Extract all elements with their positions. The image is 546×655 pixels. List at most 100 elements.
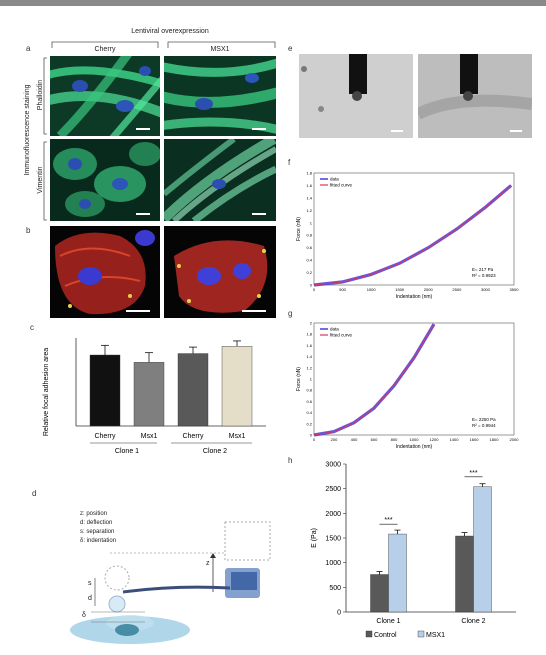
x-tick-label: 500 [339, 287, 346, 292]
scale-bar [242, 310, 266, 312]
x-tick-label: 1400 [450, 437, 460, 442]
micrograph-phalloidin-cherry [50, 56, 160, 136]
scale-bar [252, 128, 266, 130]
micrograph-vimentin-msx1 [164, 139, 276, 221]
legend-position: z: position [80, 511, 108, 517]
panel-label-f: f [288, 158, 291, 167]
x-tick-label: 3500 [510, 287, 520, 292]
x-tick-label: 400 [351, 437, 358, 442]
panel-label-g: g [288, 309, 293, 318]
stat-r-squared: R² = 0.9923 [472, 273, 496, 278]
micrograph-afm-cantilever-right [418, 54, 532, 138]
y-tick-label: 0.8 [306, 233, 312, 238]
y-tick-label: 0.6 [306, 245, 312, 250]
x-tick-label: 2500 [452, 287, 462, 292]
micrograph-afm-cantilever-left [299, 54, 413, 138]
y-tick-label: 1.4 [306, 195, 312, 200]
x-tick-label: Clone 1 [376, 618, 400, 625]
y-tick-label: 1.6 [306, 183, 312, 188]
legend-separation: s: separation [80, 529, 115, 535]
group-label: Clone 1 [115, 448, 139, 455]
legend-deflection: d: deflection [80, 520, 113, 526]
bar [89, 354, 121, 427]
y-tick-label: 1.6 [306, 343, 312, 348]
panel-label-h: h [288, 456, 293, 465]
chart-elastic-modulus: 0 500 1000 1500 2000 2500 3000 E (Pa) *** Clone 1… [311, 462, 516, 639]
legend-label: Control [374, 632, 397, 639]
label-d: d [88, 595, 92, 602]
legend-indentation: δ: indentation [80, 538, 117, 544]
y-tick-label: 1000 [325, 560, 341, 567]
stat-modulus: E= 2250 Pa [472, 417, 496, 422]
plot-frame [313, 172, 515, 286]
bar [133, 362, 165, 427]
x-tick-label: 2000 [510, 437, 520, 442]
x-tick-label: Clone 2 [461, 618, 485, 625]
y-tick-label: 1.4 [306, 354, 312, 359]
x-tick-label: 200 [331, 437, 338, 442]
group-label: Clone 2 [203, 448, 227, 455]
fitted-curve-line [313, 185, 512, 286]
y-tick-label: 0.4 [306, 410, 312, 415]
column-label-cherry: Cherry [94, 46, 116, 53]
y-tick-label: 1.8 [306, 332, 312, 337]
legend-swatch [365, 630, 373, 638]
y-tick-label: 0.8 [306, 388, 312, 393]
schematic-legend: z: position d: deflection s: separation … [80, 510, 116, 546]
y-axis-label: Force (nN) [296, 217, 302, 241]
bar [177, 353, 209, 427]
afm-schematic [70, 521, 271, 644]
legend-swatch [417, 630, 425, 638]
stat-modulus: E= 217 Pa [472, 267, 494, 272]
tick-label: Cherry [94, 433, 116, 440]
x-tick-label: 1000 [410, 437, 420, 442]
bar [473, 486, 492, 613]
y-axis-label: Force (nN) [296, 367, 302, 391]
y-tick-label: 0.6 [306, 399, 312, 404]
plot-frame [313, 322, 515, 436]
tick-label: Msx1 [141, 433, 158, 440]
x-tick-label: 0 [313, 287, 316, 292]
data-series-line [313, 323, 436, 437]
scale-bar [136, 128, 150, 130]
y-tick-label: 500 [329, 585, 341, 592]
chart-focal-adhesion: Cherry Msx1 Cherry Msx1 Clone 1 Clone 2 Relati… [43, 338, 266, 455]
panel-label-e: e [288, 44, 293, 53]
y-axis-label: Relative focal adhesion area [43, 348, 50, 436]
bar [370, 574, 389, 613]
y-tick-label: 2000 [325, 511, 341, 518]
x-axis-label: Indentation (nm) [396, 294, 433, 300]
label-z: z [206, 560, 210, 567]
panel-label-b: b [26, 226, 31, 235]
scale-bar [391, 130, 403, 132]
x-tick-label: 800 [391, 437, 398, 442]
side-label-immunofluorescence: Immunofluorescence staining [24, 84, 31, 176]
chart-force-indentation-f: 0 500 1000 1500 2000 2500 3000 3500 0 0.2 0.4 0.6 0.… [296, 171, 520, 301]
chart-force-indentation-g: 0 200 400 600 800 1000 1200 1400 1600 1800 2000 0 0.… [296, 321, 520, 451]
y-tick-label: 0 [337, 610, 341, 617]
x-axis-label: Indentation (nm) [396, 444, 433, 450]
y-tick-label: 0 [310, 433, 313, 438]
x-tick-label: 1200 [430, 437, 440, 442]
panel-label-d: d [32, 489, 37, 498]
micrograph-phalloidin-msx1 [164, 56, 276, 136]
x-tick-label: 1000 [367, 287, 377, 292]
scale-bar [252, 213, 266, 215]
x-tick-label: 1800 [490, 437, 500, 442]
y-tick-label: 1.2 [306, 208, 312, 213]
y-tick-label: 1.8 [306, 171, 312, 176]
x-tick-label: 600 [371, 437, 378, 442]
panel-label-a: a [26, 44, 31, 53]
y-axis-label: E (Pa) [311, 528, 318, 548]
bar [388, 533, 407, 613]
y-tick-label: 1500 [325, 536, 341, 543]
y-tick-label: 1 [310, 377, 313, 382]
bar [455, 535, 474, 613]
fitted-curve-line [313, 323, 435, 436]
x-tick-label: 3000 [481, 287, 491, 292]
micrograph-focal-adhesion-cherry [50, 226, 160, 318]
legend-label: MSX1 [426, 632, 445, 639]
scale-bar [136, 213, 150, 215]
stat-r-squared: R² = 0.9944 [472, 423, 496, 428]
y-tick-label: 0.2 [306, 421, 312, 426]
